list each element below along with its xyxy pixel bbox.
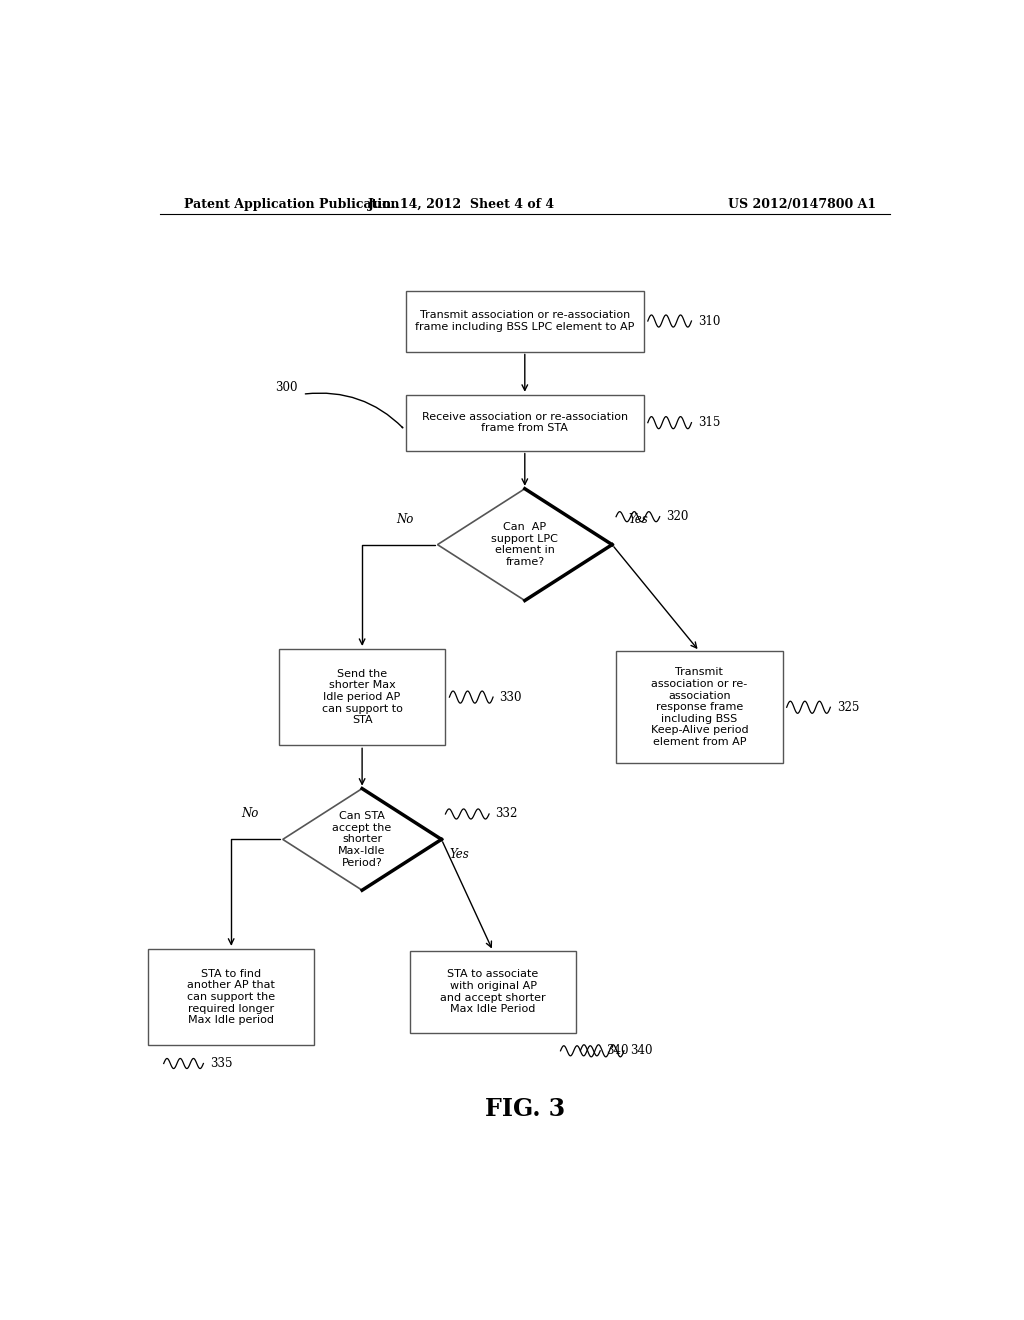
Text: Can STA
accept the
shorter
Max-Idle
Period?: Can STA accept the shorter Max-Idle Peri… bbox=[333, 812, 392, 867]
Text: STA to associate
with original AP
and accept shorter
Max Idle Period: STA to associate with original AP and ac… bbox=[440, 969, 546, 1014]
FancyBboxPatch shape bbox=[406, 395, 644, 450]
Text: Yes: Yes bbox=[628, 512, 648, 525]
FancyBboxPatch shape bbox=[410, 952, 577, 1032]
Text: 330: 330 bbox=[500, 690, 522, 704]
Text: Yes: Yes bbox=[450, 849, 469, 861]
FancyBboxPatch shape bbox=[406, 290, 644, 351]
Text: Send the
shorter Max
Idle period AP
can support to
STA: Send the shorter Max Idle period AP can … bbox=[322, 669, 402, 725]
Text: 332: 332 bbox=[496, 808, 518, 821]
Text: Can  AP
support LPC
element in
frame?: Can AP support LPC element in frame? bbox=[492, 523, 558, 568]
FancyArrowPatch shape bbox=[305, 393, 402, 428]
Text: 315: 315 bbox=[697, 416, 720, 429]
Text: 310: 310 bbox=[697, 314, 720, 327]
Text: US 2012/0147800 A1: US 2012/0147800 A1 bbox=[728, 198, 877, 211]
Text: Transmit
association or re-
association
response frame
including BSS
Keep-Alive : Transmit association or re- association … bbox=[650, 668, 749, 747]
Text: STA to find
another AP that
can support the
required longer
Max Idle period: STA to find another AP that can support … bbox=[187, 969, 275, 1026]
Text: Receive association or re-association
frame from STA: Receive association or re-association fr… bbox=[422, 412, 628, 433]
FancyBboxPatch shape bbox=[147, 949, 314, 1045]
Text: 340: 340 bbox=[631, 1044, 653, 1057]
Text: Patent Application Publication: Patent Application Publication bbox=[183, 198, 399, 211]
Text: 335: 335 bbox=[210, 1057, 232, 1071]
Text: 300: 300 bbox=[275, 380, 298, 393]
FancyBboxPatch shape bbox=[616, 651, 782, 763]
Text: FIG. 3: FIG. 3 bbox=[484, 1097, 565, 1121]
Text: 340: 340 bbox=[606, 1044, 629, 1057]
Text: No: No bbox=[242, 808, 259, 821]
Text: 320: 320 bbox=[666, 511, 688, 523]
Text: No: No bbox=[396, 512, 414, 525]
Text: Transmit association or re-association
frame including BSS LPC element to AP: Transmit association or re-association f… bbox=[415, 310, 635, 331]
Polygon shape bbox=[437, 488, 612, 601]
Text: Jun. 14, 2012  Sheet 4 of 4: Jun. 14, 2012 Sheet 4 of 4 bbox=[368, 198, 555, 211]
Polygon shape bbox=[283, 788, 441, 890]
Text: 325: 325 bbox=[837, 701, 859, 714]
FancyBboxPatch shape bbox=[279, 649, 445, 746]
